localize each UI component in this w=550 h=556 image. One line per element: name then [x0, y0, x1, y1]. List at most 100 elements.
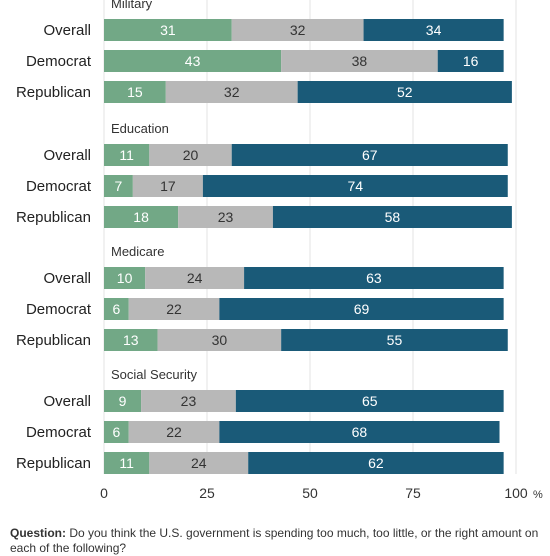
row-label: Republican — [16, 209, 91, 226]
bar-segment-about-right — [128, 298, 220, 320]
bar-segment-too-much — [104, 390, 142, 412]
row-label: Democrat — [26, 178, 92, 195]
bar-value-label: 31 — [160, 22, 176, 38]
bar-value-label: 9 — [119, 393, 127, 409]
row-label: Overall — [43, 393, 91, 410]
bar-segment-too-little — [202, 175, 508, 197]
bar-segment-about-right — [145, 267, 245, 289]
bar-value-label: 52 — [397, 84, 413, 100]
row-label: Overall — [43, 22, 91, 39]
bar-value-label: 34 — [426, 22, 442, 38]
bar-segment-about-right — [149, 144, 232, 166]
row-label: Democrat — [26, 424, 92, 441]
bar-value-label: 65 — [362, 393, 378, 409]
row-label: Overall — [43, 147, 91, 164]
bar-value-label: 23 — [181, 393, 197, 409]
bar-value-label: 55 — [387, 332, 403, 348]
x-tick-label: 75 — [405, 485, 421, 501]
row-label: Republican — [16, 84, 91, 101]
bar-segment-about-right — [149, 452, 249, 474]
bar-value-label: 63 — [366, 270, 382, 286]
bar-value-label: 11 — [119, 147, 134, 163]
bar-value-label: 68 — [352, 424, 368, 440]
bar-segment-too-little — [231, 144, 508, 166]
bar-segment-too-little — [219, 421, 500, 443]
bar-segment-too-little — [235, 390, 504, 412]
bar-segment-about-right — [141, 390, 236, 412]
bar-segment-too-much — [104, 329, 158, 351]
bar-segment-about-right — [178, 206, 273, 228]
bar-value-label: 10 — [117, 270, 133, 286]
bar-segment-too-much — [104, 50, 282, 72]
bar-segment-about-right — [231, 19, 364, 41]
question-text: Do you think the U.S. government is spen… — [10, 526, 539, 555]
row-label: Republican — [16, 455, 91, 472]
bar-segment-too-little — [297, 81, 512, 103]
row-label: Democrat — [26, 53, 92, 70]
bar-segment-about-right — [128, 421, 220, 443]
bar-value-label: 7 — [115, 178, 123, 194]
bar-value-label: 74 — [348, 178, 364, 194]
bar-segment-too-much — [104, 81, 166, 103]
bar-value-label: 11 — [119, 455, 134, 471]
bar-segment-too-much — [104, 421, 129, 443]
bar-value-label: 43 — [185, 53, 201, 69]
row-label: Democrat — [26, 301, 92, 318]
x-axis: 0 25 50 75 100% — [100, 485, 543, 501]
bar-value-label: 6 — [112, 301, 120, 317]
bar-value-label: 15 — [127, 84, 143, 100]
bar-value-label: 32 — [290, 22, 306, 38]
x-tick-unit: % — [533, 489, 543, 501]
x-tick-label: 0 — [100, 485, 108, 501]
bar-value-label: 20 — [183, 147, 199, 163]
bar-value-label: 22 — [166, 424, 182, 440]
group-title: Education — [111, 121, 169, 136]
question-label: Question: — [10, 526, 66, 540]
bar-segment-too-much — [104, 452, 150, 474]
bar-value-label: 69 — [354, 301, 370, 317]
bar-segment-about-right — [132, 175, 203, 197]
bar-segment-too-little — [281, 329, 508, 351]
bar-value-label: 67 — [362, 147, 378, 163]
bar-value-label: 16 — [463, 53, 479, 69]
bar-segment-too-much — [104, 175, 133, 197]
bar-segment-too-little — [363, 19, 504, 41]
bar-segment-too-little — [272, 206, 512, 228]
bar-segment-too-much — [104, 267, 146, 289]
row-label: Republican — [16, 332, 91, 349]
bar-value-label: 62 — [368, 455, 384, 471]
bar-segment-too-much — [104, 206, 179, 228]
group-title: Military — [111, 0, 153, 11]
bar-value-label: 17 — [160, 178, 176, 194]
x-tick-label: 50 — [302, 485, 318, 501]
group-title: Social Security — [111, 367, 197, 382]
bar-segment-too-much — [104, 19, 232, 41]
x-tick-label: 25 — [199, 485, 215, 501]
bar-value-label: 24 — [187, 270, 203, 286]
bar-value-label: 32 — [224, 84, 240, 100]
bar-segment-too-little — [248, 452, 504, 474]
bar-segment-too-little — [244, 267, 504, 289]
bar-segment-too-much — [104, 144, 150, 166]
bar-value-label: 38 — [352, 53, 368, 69]
bar-value-label: 23 — [218, 209, 234, 225]
group-title: Medicare — [111, 244, 164, 259]
bar-value-label: 6 — [112, 424, 120, 440]
bar-value-label: 58 — [385, 209, 401, 225]
bar-segment-about-right — [281, 50, 438, 72]
bar-segment-about-right — [157, 329, 282, 351]
question-footnote: Question: Do you think the U.S. governme… — [10, 526, 545, 556]
bar-value-label: 18 — [133, 209, 149, 225]
bar-segment-too-little — [219, 298, 504, 320]
bar-segment-too-little — [437, 50, 504, 72]
bar-segment-too-much — [104, 298, 129, 320]
x-tick-label: 100 — [504, 485, 528, 501]
bar-value-label: 22 — [166, 301, 182, 317]
bars: Military Overall 31 32 34 Democrat 43 38 16 Repub… — [16, 0, 512, 474]
row-label: Overall — [43, 270, 91, 287]
bar-value-label: 13 — [123, 332, 139, 348]
bar-value-label: 30 — [212, 332, 228, 348]
bar-segment-about-right — [165, 81, 298, 103]
bar-value-label: 24 — [191, 455, 207, 471]
